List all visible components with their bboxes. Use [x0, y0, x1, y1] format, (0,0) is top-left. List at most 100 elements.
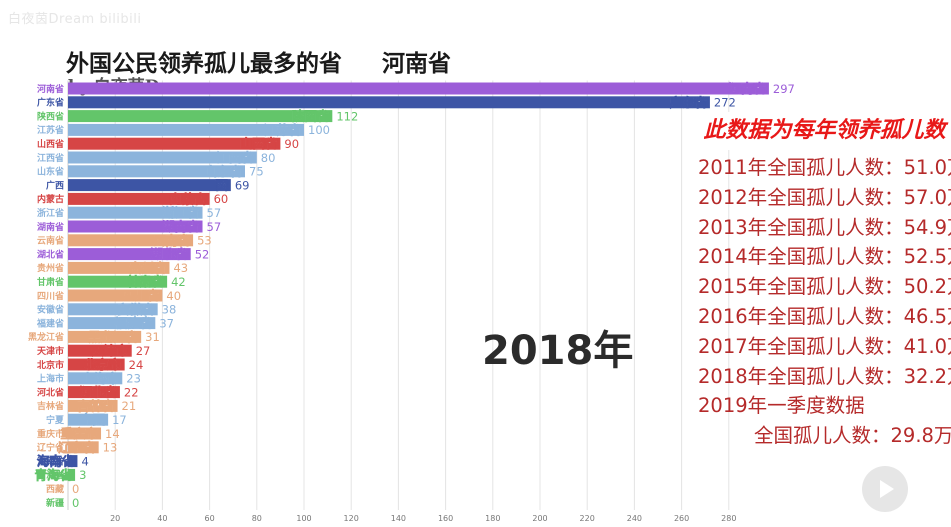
- bar-inner-label: 福建省: [114, 316, 153, 331]
- value-label: 38: [162, 303, 177, 317]
- value-label: 0: [72, 496, 79, 510]
- bar: [68, 165, 245, 178]
- category-labels: 河南省广东省陕西省江苏省山西省江西省山东省广西内蒙古浙江省湖南省云南省湖北省贵州…: [28, 83, 65, 509]
- category-label: 天津市: [37, 345, 64, 357]
- x-tick-label: 260: [674, 514, 689, 523]
- category-label: 北京市: [37, 359, 64, 371]
- bar-inner-label: 宁夏: [80, 412, 106, 427]
- bar-inner-label: 内蒙古: [169, 191, 207, 206]
- bars: 河南省 297 广东省 272 陕西省 112 江苏省 100 山西省 90 江西省 80 山东省 75 西…: [34, 81, 795, 510]
- value-label: 60: [214, 192, 229, 206]
- value-label: 22: [124, 385, 139, 399]
- value-label: 3: [79, 468, 86, 482]
- bar: [68, 330, 142, 343]
- value-label: 21: [122, 399, 137, 413]
- bar-inner-label: 辽宁省: [58, 440, 96, 455]
- bar: [68, 96, 710, 109]
- bar: [68, 137, 281, 150]
- bar: [68, 151, 257, 164]
- bar-inner-label: 河北省: [79, 385, 117, 400]
- bar-inner-label: 湖南省: [162, 219, 200, 234]
- value-label: 27: [136, 344, 151, 358]
- bar: [68, 192, 210, 205]
- category-label: 上海市: [37, 373, 64, 385]
- category-label: 云南省: [37, 235, 64, 247]
- value-label: 75: [249, 165, 264, 179]
- bar: [68, 344, 132, 357]
- category-label: 湖北省: [37, 248, 64, 260]
- category-label: 四川省: [37, 290, 64, 302]
- bar-inner-label: 吉林省: [77, 398, 115, 413]
- bilibili-play-icon[interactable]: [862, 466, 908, 512]
- chart-title: 外国公民领养孤儿最多的省 河南省: [66, 51, 452, 77]
- category-label: 陕西省: [37, 110, 64, 122]
- category-label: 西藏: [46, 483, 64, 495]
- category-label: 安徽省: [37, 304, 64, 316]
- category-label: 贵州省: [37, 262, 64, 274]
- bar: [68, 248, 191, 261]
- category-label: 重庆市: [37, 428, 64, 440]
- bar: [68, 455, 78, 468]
- category-label: 广西: [46, 179, 64, 191]
- year-label: 2018年: [482, 328, 634, 374]
- x-tick-label: 40: [157, 514, 167, 523]
- x-tick-label: 180: [485, 514, 500, 523]
- bar-inner-label: 海南省: [37, 454, 75, 469]
- x-tick-label: 80: [252, 514, 262, 523]
- bar: [68, 427, 102, 440]
- category-label: 内蒙古: [37, 193, 64, 205]
- stats-panel: 2011年全国孤儿人数：51.0万 2012年全国孤儿人数：57.0万 2013…: [698, 153, 951, 451]
- category-label: 吉林省: [37, 400, 64, 412]
- bar: [68, 372, 123, 385]
- bar: [68, 275, 168, 288]
- category-label: 宁夏: [46, 414, 65, 426]
- value-label: 272: [714, 96, 736, 110]
- bar-inner-label: 河南省: [728, 81, 766, 96]
- category-label: 河北省: [37, 386, 64, 398]
- bar-inner-label: 陕西省: [292, 109, 330, 124]
- bar-inner-label: 山西省: [240, 136, 278, 151]
- value-label: 80: [261, 151, 276, 165]
- bar: [68, 386, 120, 399]
- bar: [68, 110, 333, 123]
- bar-inner-label: 浙江省: [162, 205, 200, 220]
- bar: [68, 261, 170, 274]
- value-label: 31: [145, 330, 160, 344]
- bar: [68, 289, 163, 302]
- category-label: 海南省: [37, 455, 64, 467]
- bar-inner-label: 山东省: [204, 164, 242, 179]
- bar-inner-label: 天津市: [91, 343, 129, 358]
- value-label: 297: [773, 82, 795, 96]
- x-tick-labels: 20 40 60 80 100 120 140 160 180 200 220 240 260 280: [110, 514, 736, 523]
- category-label: 山东省: [37, 166, 64, 178]
- category-label: 辽宁省: [37, 442, 64, 454]
- category-label: 湖南省: [37, 221, 64, 233]
- bar-inner-label: 西: [215, 178, 228, 193]
- value-label: 42: [171, 275, 186, 289]
- bar: [68, 206, 203, 219]
- bar: [68, 82, 769, 95]
- category-label: 河南省: [37, 83, 64, 95]
- bar: [68, 358, 125, 371]
- value-label: 52: [195, 247, 210, 261]
- value-label: 57: [207, 220, 222, 234]
- bar: [68, 234, 194, 247]
- value-label: 17: [112, 413, 127, 427]
- stat-line: 2016年全国孤儿人数：46.5万: [698, 304, 951, 328]
- value-label: 43: [173, 261, 188, 275]
- x-tick-label: 20: [110, 514, 120, 523]
- stat-line: 2019年一季度数据: [698, 394, 865, 418]
- bar: [68, 220, 203, 233]
- value-label: 53: [197, 234, 212, 248]
- category-label: 山西省: [37, 138, 64, 150]
- bar-inner-label: 云南省: [153, 233, 191, 248]
- stat-line: 2018年全国孤儿人数：32.2万: [698, 364, 951, 388]
- bar-inner-label: 黑龙江省: [88, 329, 139, 344]
- category-label: 新疆: [46, 497, 64, 509]
- value-label: 14: [105, 427, 120, 441]
- x-tick-label: 160: [438, 514, 453, 523]
- stat-line: 2011年全国孤儿人数：51.0万: [698, 156, 951, 179]
- category-label: 江西省: [37, 152, 64, 164]
- value-label: 13: [103, 441, 118, 455]
- value-label: 37: [159, 316, 174, 330]
